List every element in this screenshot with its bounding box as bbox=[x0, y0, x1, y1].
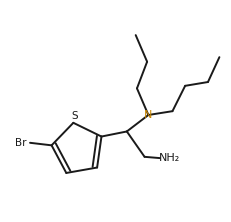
Text: S: S bbox=[71, 111, 78, 121]
Text: N: N bbox=[144, 110, 152, 120]
Text: NH₂: NH₂ bbox=[159, 153, 180, 163]
Text: Br: Br bbox=[15, 138, 27, 148]
